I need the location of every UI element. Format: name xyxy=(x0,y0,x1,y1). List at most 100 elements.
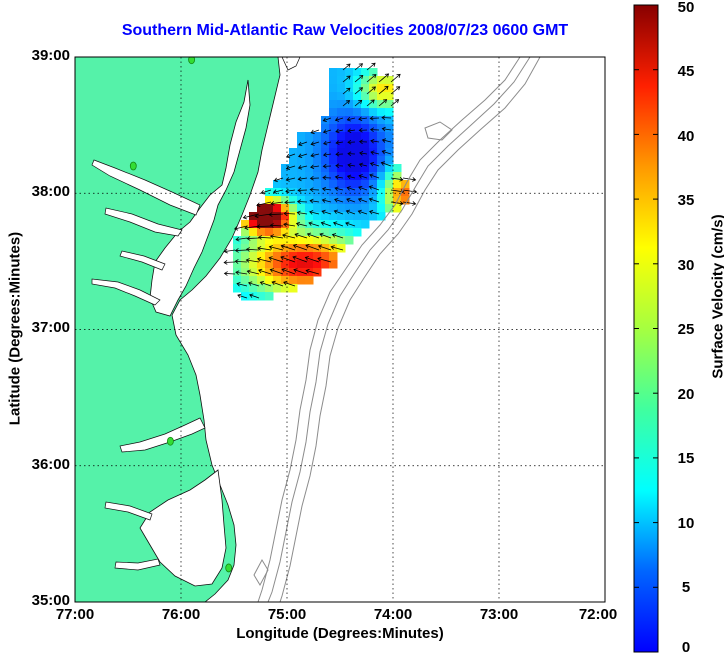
velocity-arrow-head xyxy=(309,175,314,181)
velocity-cell xyxy=(345,212,354,221)
velocity-cell xyxy=(313,140,322,149)
colorbar-tick-10: 10 xyxy=(677,515,695,532)
velocity-cell xyxy=(345,76,354,85)
velocity-arrow-head xyxy=(347,163,352,168)
velocity-arrow-head xyxy=(293,268,298,273)
velocity-vectors xyxy=(223,62,418,299)
velocity-cell xyxy=(377,116,386,125)
velocity-cell xyxy=(321,156,330,165)
velocity-arrow-head xyxy=(347,128,352,133)
velocity-arrow xyxy=(270,224,284,227)
velocity-cell xyxy=(321,148,330,157)
velocity-cell xyxy=(361,212,370,221)
velocity-arrow-head xyxy=(237,293,242,299)
velocity-cell xyxy=(345,164,354,173)
velocity-cell xyxy=(257,284,266,293)
velocity-arrow xyxy=(256,225,272,228)
velocity-cell xyxy=(369,164,378,173)
velocity-cell xyxy=(305,164,314,173)
velocity-arrow-head xyxy=(285,165,291,171)
velocity-arrow-head xyxy=(235,236,240,242)
velocity-arrow-head xyxy=(399,177,404,182)
velocity-cell xyxy=(377,132,386,141)
x-tick-3: 74:00 xyxy=(373,606,413,623)
velocity-cell xyxy=(233,252,242,261)
velocity-arrow xyxy=(322,199,332,203)
velocity-cell xyxy=(273,236,282,245)
velocity-arrow xyxy=(224,261,236,263)
velocity-arrow-head xyxy=(268,256,273,261)
velocity-arrow xyxy=(358,198,368,203)
velocity-cell xyxy=(281,180,290,189)
velocity-arrow-head xyxy=(359,74,364,80)
velocity-arrow-head xyxy=(246,236,251,241)
hf-radar-stations xyxy=(129,57,233,573)
velocity-cell xyxy=(361,140,370,149)
velocity-cell xyxy=(377,156,386,165)
velocity-arrow-head xyxy=(297,165,303,170)
pamlico-river xyxy=(104,501,153,521)
velocity-cell xyxy=(257,268,266,277)
x-tick-4: 73:00 xyxy=(479,606,519,623)
velocity-cell xyxy=(337,164,346,173)
velocity-arrow xyxy=(283,223,296,227)
y-tick-1: 38:00 xyxy=(31,183,70,200)
velocity-arrow-head xyxy=(380,161,385,166)
velocity-cell xyxy=(353,140,362,149)
velocity-cell xyxy=(385,108,394,117)
velocity-arrow xyxy=(297,201,308,203)
velocity-cell xyxy=(305,212,314,221)
colorbar-tick-30: 30 xyxy=(677,257,695,274)
velocity-cell xyxy=(353,108,362,117)
velocity-cell xyxy=(289,212,298,221)
station-marker xyxy=(166,436,174,446)
velocity-cell xyxy=(313,196,322,205)
velocity-arrow xyxy=(342,100,350,107)
velocity-cell xyxy=(273,252,282,261)
velocity-cell xyxy=(361,220,370,229)
velocity-arrow-head xyxy=(357,209,362,215)
velocity-arrow-head xyxy=(335,151,340,157)
velocity-arrow-head xyxy=(346,197,351,203)
velocity-arrow xyxy=(311,141,320,145)
velocity-cell xyxy=(377,124,386,133)
velocity-cell xyxy=(377,164,386,173)
velocity-cell xyxy=(385,188,394,197)
velocity-arrow xyxy=(308,222,320,227)
velocity-cell xyxy=(281,204,290,213)
velocity-arrow-head xyxy=(256,257,262,262)
velocity-arrow-head xyxy=(358,139,363,145)
rappahannock-river xyxy=(104,207,183,237)
velocity-arrow xyxy=(342,63,351,71)
velocity-arrow xyxy=(270,235,284,239)
velocity-cell xyxy=(233,244,242,253)
velocity-arrow xyxy=(345,222,356,227)
velocity-cell xyxy=(273,228,282,237)
velocity-cell xyxy=(313,228,322,237)
velocity-arrow xyxy=(370,151,380,155)
velocity-arrow xyxy=(246,248,260,251)
station-marker xyxy=(225,563,233,573)
colorbar-tick-50: 50 xyxy=(677,0,695,16)
velocity-cell xyxy=(345,124,354,133)
velocity-cell xyxy=(353,116,362,125)
velocity-arrow-head xyxy=(271,280,276,286)
velocity-arrow-head xyxy=(334,117,340,122)
velocity-cell xyxy=(329,196,338,205)
velocity-cell xyxy=(289,148,298,157)
delaware-bay xyxy=(281,57,301,71)
velocity-cell xyxy=(337,228,346,237)
velocity-cell xyxy=(361,76,370,85)
velocity-cell xyxy=(313,236,322,245)
velocity-cell xyxy=(353,156,362,165)
velocity-cell xyxy=(369,68,378,77)
velocity-cell xyxy=(361,132,370,141)
velocity-cell xyxy=(321,260,330,269)
x-tick-0: 77:00 xyxy=(55,606,95,623)
velocity-arrow xyxy=(305,244,320,251)
grid-lines xyxy=(75,57,605,602)
velocity-cell xyxy=(265,260,274,269)
velocity-cell xyxy=(305,220,314,229)
velocity-arrow xyxy=(305,257,320,263)
velocity-arrow-head xyxy=(345,221,350,227)
